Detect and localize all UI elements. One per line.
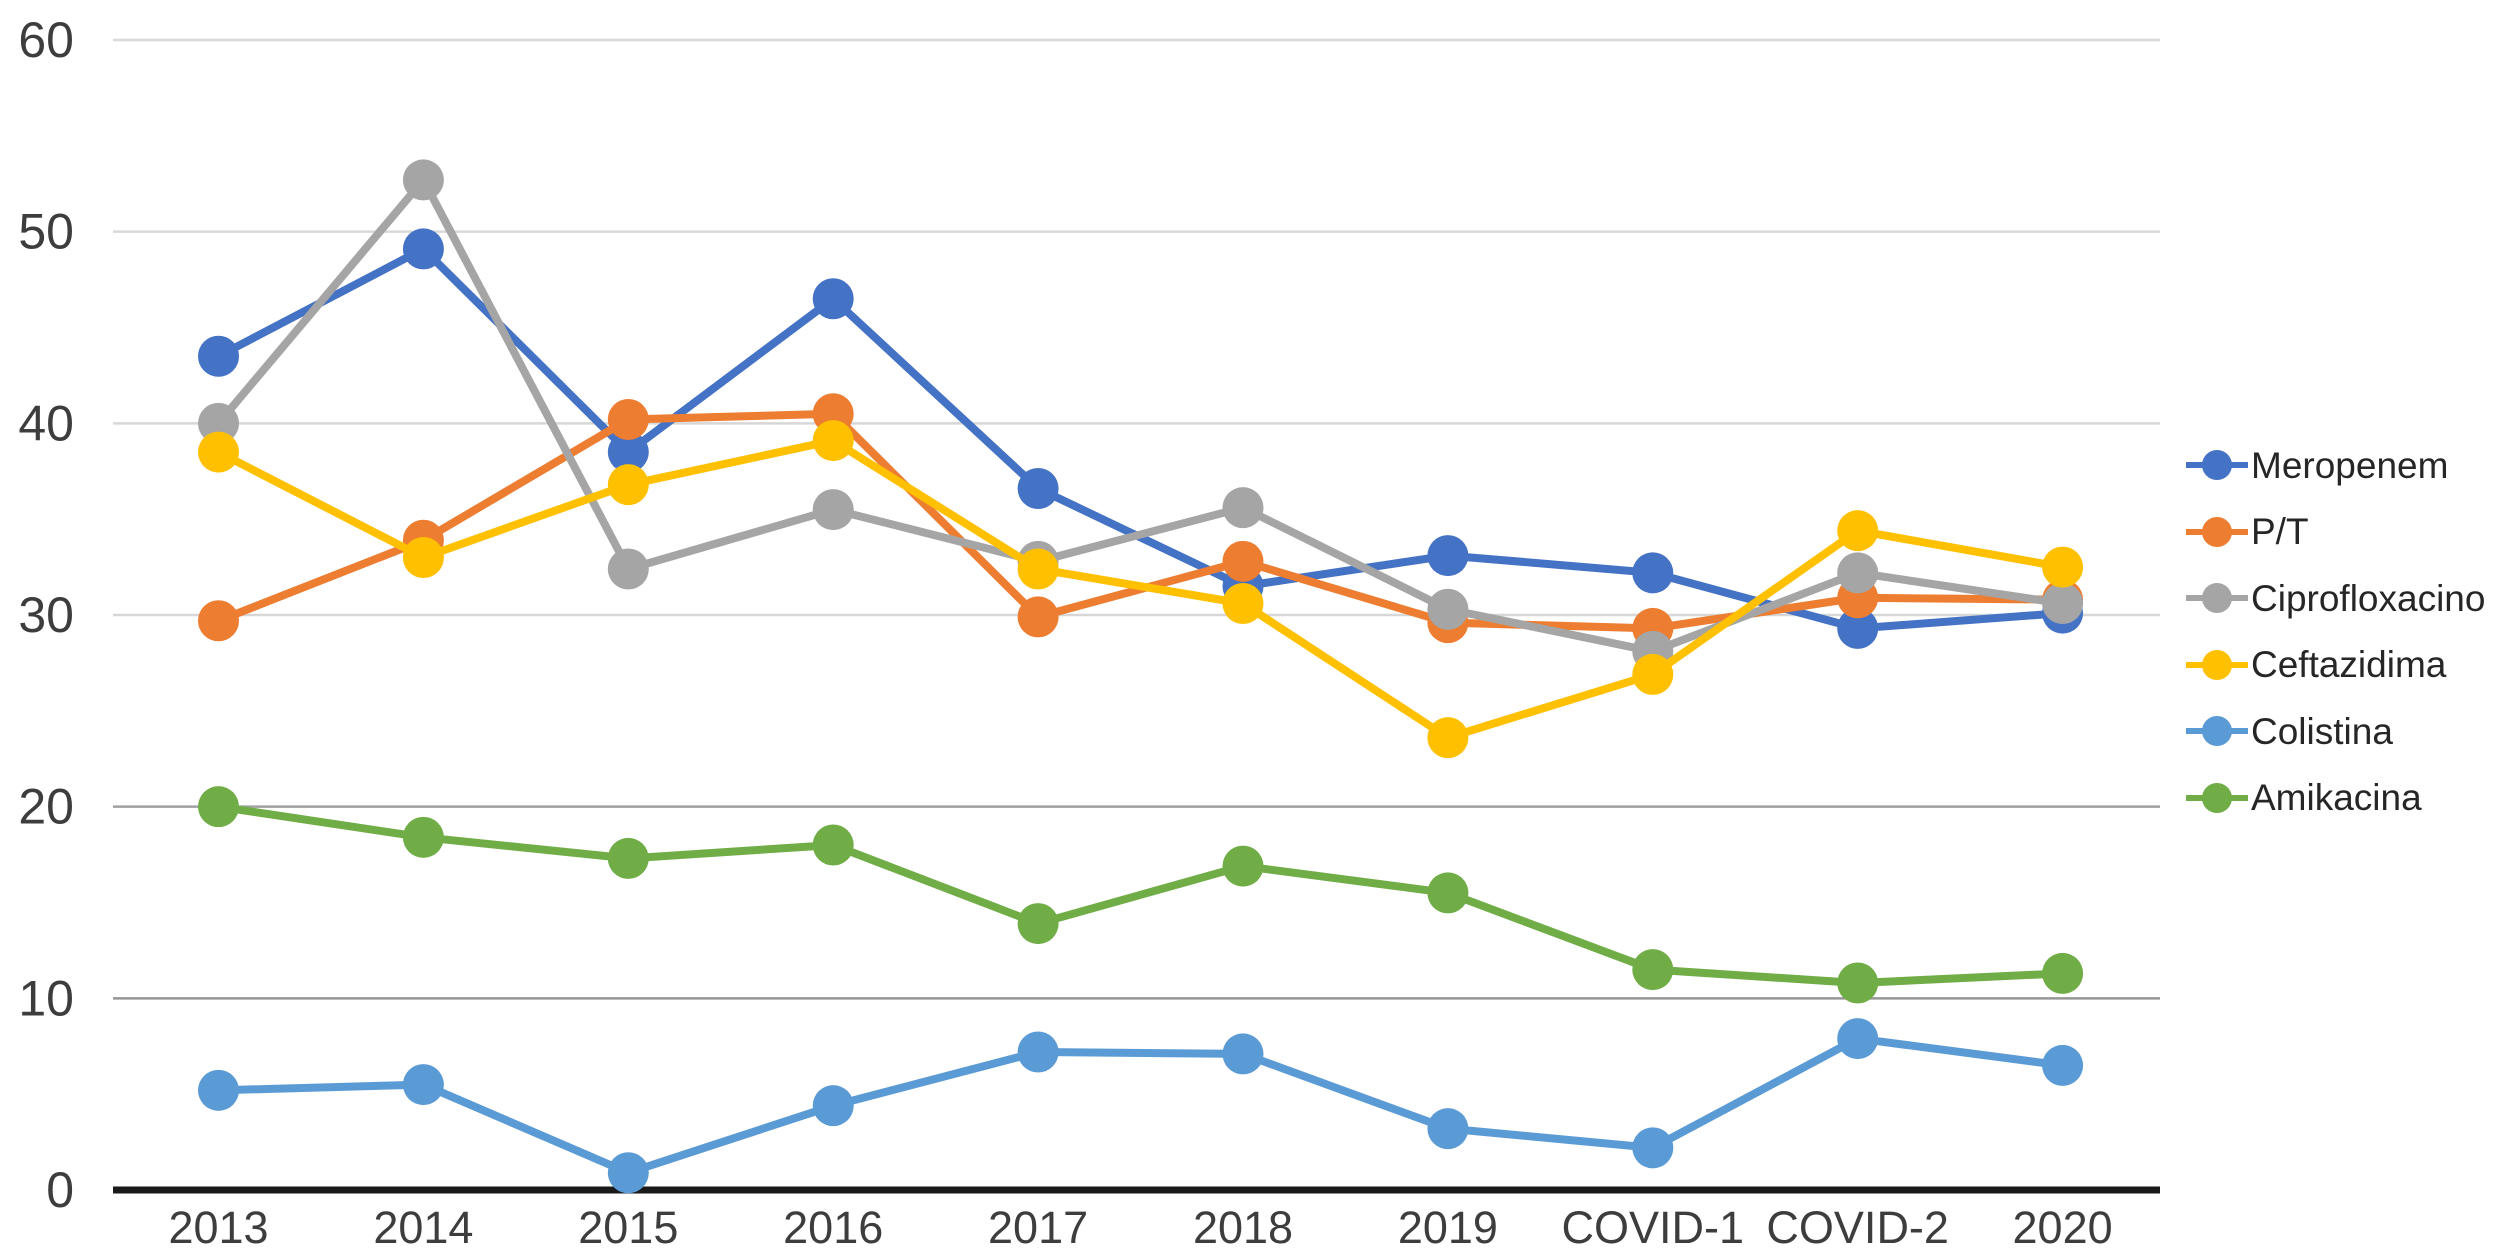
- y-axis-label-50: 50: [18, 204, 74, 260]
- marker-Ciprofloxacino-2015: [607, 548, 649, 590]
- y-axis-label-20: 20: [18, 779, 74, 835]
- marker-Amikacina-2015: [607, 837, 649, 879]
- legend-dot: [2202, 649, 2232, 680]
- marker-Meropenem-2013: [198, 335, 239, 377]
- legend-item-Colistina: Colistina: [2186, 698, 2485, 765]
- x-axis-label-2020: 2020: [2013, 1202, 2113, 1253]
- legend-series-marker-icon: [2186, 782, 2248, 813]
- legend-series-marker-icon: [2186, 516, 2248, 547]
- legend-label: Ceftazidima: [2251, 644, 2447, 686]
- marker-Meropenem-COVID-1: [1632, 552, 1674, 594]
- y-axis-label-30: 30: [18, 587, 74, 643]
- legend-dot: [2202, 450, 2232, 481]
- marker-Ceftazidima-COVID-2: [1837, 510, 1879, 552]
- marker-Colistina-COVID-2: [1837, 1018, 1879, 1060]
- marker-Meropenem-2019: [1427, 535, 1469, 577]
- legend-label: Amikacina: [2251, 777, 2422, 819]
- legend-label: Meropenem: [2251, 444, 2449, 486]
- legend-dot: [2202, 716, 2232, 747]
- chart-legend: Meropenem P/T Ciprofloxacino Ceftazidima Col…: [2186, 432, 2485, 831]
- marker-Meropenem-2015: [607, 431, 649, 473]
- y-axis-label-40: 40: [18, 395, 74, 451]
- marker-Ceftazidima-2016: [812, 420, 854, 462]
- legend-series-marker-icon: [2186, 716, 2248, 747]
- marker-Colistina-2014: [402, 1064, 444, 1106]
- marker-Ceftazidima-2013: [198, 431, 239, 473]
- marker-Ceftazidima-2015: [607, 464, 649, 506]
- legend-series-marker-icon: [2186, 649, 2248, 680]
- y-axis-label-60: 60: [18, 12, 74, 68]
- x-axis-label-2018: 2018: [1193, 1202, 1293, 1253]
- series-line-Colistina: [214, 1034, 2067, 1177]
- legend-item-P/T: P/T: [2186, 499, 2485, 566]
- marker-Colistina-COVID-1: [1632, 1127, 1674, 1169]
- legend-series-marker-icon: [2186, 583, 2248, 614]
- series-line-Meropenem: [214, 244, 2067, 633]
- marker-Ceftazidima-2020: [2042, 546, 2084, 588]
- y-axis-label-0: 0: [46, 1162, 74, 1218]
- marker-Ceftazidima-2018: [1222, 582, 1264, 624]
- marker-Ciprofloxacino-2020: [2042, 582, 2084, 624]
- legend-label: P/T: [2251, 511, 2309, 553]
- marker-Amikacina-2016: [812, 824, 854, 866]
- marker-Colistina-2020: [2042, 1044, 2084, 1086]
- legend-item-Amikacina: Amikacina: [2186, 765, 2485, 832]
- marker-Ciprofloxacino-2018: [1222, 487, 1264, 529]
- legend-dot: [2202, 583, 2232, 614]
- marker-Colistina-2015: [607, 1152, 649, 1194]
- marker-Ciprofloxacino-2013: [198, 402, 239, 444]
- series-line-Amikacina: [214, 802, 2067, 987]
- x-axis-label-2017: 2017: [988, 1202, 1088, 1253]
- marker-Ceftazidima-2014: [402, 536, 444, 578]
- marker-Ciprofloxacino-2016: [812, 489, 854, 531]
- legend-item-Ceftazidima: Ceftazidima: [2186, 632, 2485, 699]
- marker-Colistina-2019: [1427, 1108, 1469, 1150]
- marker-Colistina-2017: [1017, 1031, 1059, 1073]
- x-axis-label-2015: 2015: [578, 1202, 678, 1253]
- marker-Ceftazidima-COVID-1: [1632, 653, 1674, 695]
- legend-item-Meropenem: Meropenem: [2186, 432, 2485, 499]
- legend-series-marker-icon: [2186, 450, 2248, 481]
- x-axis-label-2014: 2014: [373, 1202, 473, 1253]
- x-axis-label-2016: 2016: [783, 1202, 883, 1253]
- marker-Meropenem-COVID-2: [1837, 607, 1879, 649]
- legend-item-Ciprofloxacino: Ciprofloxacino: [2186, 565, 2485, 632]
- marker-Ciprofloxacino-COVID-2: [1837, 552, 1879, 594]
- series-line-Ciprofloxacino: [214, 175, 2067, 656]
- x-axis-label-2013: 2013: [168, 1202, 268, 1253]
- marker-Ceftazidima-2019: [1427, 717, 1469, 759]
- marker-P/T-2015: [607, 398, 649, 440]
- marker-Amikacina-2018: [1222, 845, 1264, 887]
- legend-dot: [2202, 516, 2232, 547]
- marker-Amikacina-COVID-2: [1837, 962, 1879, 1004]
- marker-Ciprofloxacino-2014: [402, 159, 444, 201]
- legend-dot: [2202, 782, 2232, 813]
- legend-label: Ciprofloxacino: [2251, 577, 2486, 619]
- marker-Colistina-2018: [1222, 1033, 1264, 1075]
- marker-Colistina-2016: [812, 1085, 854, 1127]
- marker-Amikacina-2019: [1427, 872, 1469, 914]
- series-line-Ceftazidima: [214, 436, 2067, 742]
- marker-P/T-2013: [198, 600, 239, 642]
- x-axis-label-COVID-1: COVID-1: [1562, 1202, 1745, 1253]
- marker-Colistina-2013: [198, 1069, 239, 1111]
- marker-Amikacina-2014: [402, 816, 444, 858]
- marker-Meropenem-2016: [812, 278, 854, 320]
- marker-P/T-2017: [1017, 596, 1059, 638]
- marker-Amikacina-2017: [1017, 903, 1059, 945]
- x-axis-label-COVID-2: COVID-2: [1766, 1202, 1949, 1253]
- marker-Amikacina-2013: [198, 786, 239, 828]
- x-axis-label-2019: 2019: [1398, 1202, 1498, 1253]
- marker-Amikacina-2020: [2042, 952, 2084, 994]
- legend-label: Colistina: [2251, 710, 2393, 752]
- marker-Meropenem-2014: [402, 228, 444, 270]
- marker-Amikacina-COVID-1: [1632, 949, 1674, 991]
- y-axis-label-10: 10: [18, 970, 74, 1026]
- marker-P/T-2018: [1222, 540, 1264, 582]
- marker-Ciprofloxacino-2019: [1427, 588, 1469, 630]
- marker-Meropenem-2017: [1017, 467, 1059, 509]
- marker-Ceftazidima-2017: [1017, 548, 1059, 590]
